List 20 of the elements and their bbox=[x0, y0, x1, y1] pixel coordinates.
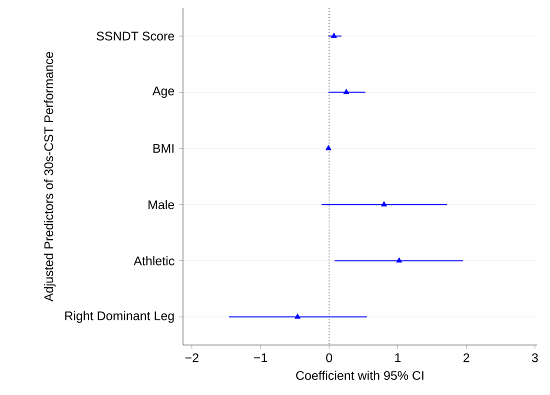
x-tick-label: 1 bbox=[395, 353, 401, 362]
y-tick-label: Age bbox=[152, 86, 174, 98]
x-tick-label: 3 bbox=[532, 353, 538, 362]
y-tick-label: Athletic bbox=[134, 256, 174, 266]
x-tick-label: 2 bbox=[463, 353, 470, 362]
point bbox=[396, 257, 402, 263]
x-axis-title: Coefficient with 95% CI bbox=[296, 370, 424, 380]
point bbox=[343, 88, 350, 94]
x-tick-label: −1 bbox=[254, 353, 268, 362]
y-tick-label: BMI bbox=[153, 144, 174, 153]
y-axis-title: Adjusted Predictors of 30s-CST Performance bbox=[44, 52, 56, 302]
point bbox=[381, 201, 387, 206]
x-tick-label: −2 bbox=[185, 353, 198, 362]
y-tick-label: SSNDT Score bbox=[96, 32, 174, 41]
x-tick-label: 0 bbox=[326, 353, 332, 362]
y-tick-label: Right Dominant Leg bbox=[65, 311, 174, 323]
point bbox=[325, 145, 332, 150]
point bbox=[330, 32, 337, 38]
y-tick-label: Male bbox=[148, 200, 174, 210]
point bbox=[294, 314, 301, 319]
